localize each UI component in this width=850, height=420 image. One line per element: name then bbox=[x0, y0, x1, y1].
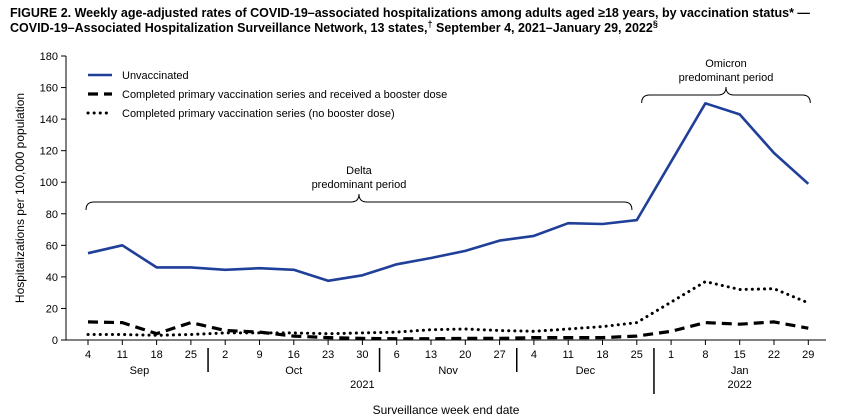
annotation-brace bbox=[641, 86, 811, 104]
legend: Unvaccinated Completed primary vaccinatio… bbox=[86, 70, 447, 120]
month-label: Jan bbox=[731, 365, 749, 377]
month-label: Dec bbox=[576, 365, 596, 377]
y-tick-label: 120 bbox=[40, 146, 58, 158]
x-tick-label: 23 bbox=[322, 349, 334, 361]
x-tick-label: 6 bbox=[394, 349, 400, 361]
x-tick-label: 2 bbox=[222, 349, 228, 361]
x-tick-label: 18 bbox=[596, 349, 608, 361]
series-lines bbox=[86, 102, 810, 341]
y-tick-label: 40 bbox=[46, 272, 58, 284]
month-label: Oct bbox=[285, 365, 302, 377]
y-tick-label: 80 bbox=[46, 209, 58, 221]
month-label: Sep bbox=[130, 365, 150, 377]
annotation-label: Omicron bbox=[705, 58, 747, 70]
series-line-dotted bbox=[86, 280, 810, 337]
title-footnote-dagger: † bbox=[427, 18, 433, 29]
y-tick-label: 100 bbox=[40, 177, 58, 189]
month-label: Nov bbox=[438, 365, 458, 377]
y-tick-label: 0 bbox=[52, 335, 58, 347]
x-tick-label: 11 bbox=[117, 349, 128, 361]
x-tick-label: 8 bbox=[702, 349, 708, 361]
x-tick-label: 20 bbox=[459, 349, 471, 361]
x-tick-label: 9 bbox=[256, 349, 262, 361]
annotation-label: Delta bbox=[346, 165, 373, 177]
y-tick-label: 20 bbox=[46, 303, 58, 315]
y-tick-label: 160 bbox=[40, 83, 58, 95]
title-line-1: FIGURE 2. Weekly age-adjusted rates of C… bbox=[10, 6, 810, 20]
x-tick-label: 16 bbox=[288, 349, 300, 361]
x-tick-label: 25 bbox=[631, 349, 643, 361]
x-tick-label: 1 bbox=[668, 349, 674, 361]
x-tick-label: 4 bbox=[85, 349, 91, 361]
x-axis-label: Surveillance week end date bbox=[373, 403, 520, 417]
y-tick-label: 140 bbox=[40, 114, 58, 126]
legend-entry-label: Unvaccinated bbox=[122, 70, 189, 82]
legend-entry-label: Completed primary vaccination series and… bbox=[122, 89, 447, 101]
axes: 020406080100120140160180Hospitalizations… bbox=[13, 51, 826, 417]
x-tick-label: 30 bbox=[356, 349, 368, 361]
figure-title: FIGURE 2. Weekly age-adjusted rates of C… bbox=[10, 6, 840, 36]
y-tick-label: 180 bbox=[40, 51, 58, 63]
annotation-brace bbox=[85, 193, 633, 211]
x-tick-label: 27 bbox=[493, 349, 505, 361]
y-axis-label: Hospitalizations per 100,000 population bbox=[13, 93, 27, 303]
x-tick-label: 25 bbox=[185, 349, 197, 361]
year-label: 2022 bbox=[727, 379, 751, 391]
series-line-solid bbox=[87, 102, 810, 283]
title-line-2: COVID-19–Associated Hospitalization Surv… bbox=[10, 21, 428, 35]
year-label: 2021 bbox=[350, 379, 374, 391]
title-line-2-dates: September 4, 2021–January 29, 2022 bbox=[432, 21, 653, 35]
x-tick-label: 29 bbox=[802, 349, 814, 361]
legend-entry-label: Completed primary vaccination series (no… bbox=[122, 108, 395, 120]
x-tick-label: 11 bbox=[562, 349, 573, 361]
title-footnote-section: § bbox=[652, 18, 658, 29]
x-tick-label: 22 bbox=[768, 349, 780, 361]
x-tick-label: 4 bbox=[531, 349, 537, 361]
annotation-label: predominant period bbox=[679, 72, 774, 84]
annotation-label: predominant period bbox=[312, 179, 407, 191]
x-tick-label: 15 bbox=[734, 349, 746, 361]
x-tick-label: 18 bbox=[150, 349, 162, 361]
x-tick-label: 13 bbox=[425, 349, 437, 361]
period-annotations: Delta predominant period Omicron predominan… bbox=[85, 58, 811, 211]
y-tick-label: 60 bbox=[46, 240, 58, 252]
